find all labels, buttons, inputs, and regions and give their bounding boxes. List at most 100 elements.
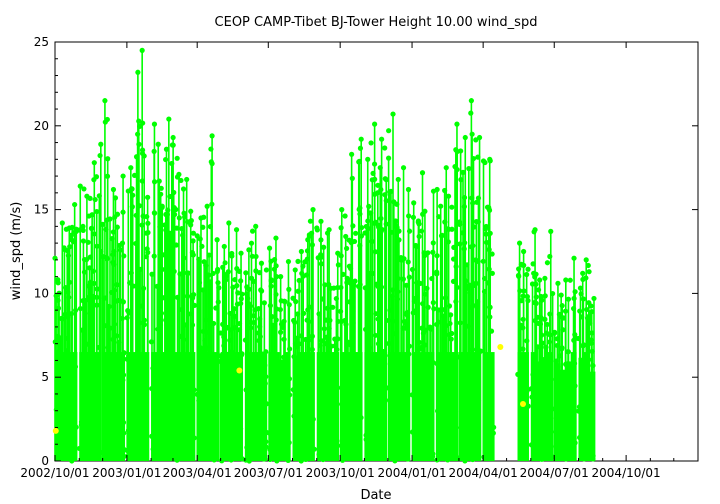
data-point [148, 339, 154, 345]
data-point [221, 334, 227, 340]
data-band [322, 352, 329, 461]
data-point [425, 304, 431, 310]
data-point [523, 436, 529, 442]
data-point [362, 230, 368, 236]
data-point [532, 274, 538, 280]
data-point [396, 228, 402, 234]
data-point [67, 244, 73, 250]
data-band [404, 352, 411, 461]
data-point [200, 427, 206, 434]
data-point [222, 260, 228, 266]
data-point [425, 397, 432, 403]
data-point [196, 398, 202, 404]
data-band [469, 352, 476, 461]
data-band [483, 352, 490, 461]
data-point [429, 454, 436, 460]
data-point [283, 409, 290, 415]
data-point [237, 426, 244, 432]
data-point [102, 119, 108, 125]
data-point [141, 322, 148, 328]
data-point [299, 431, 305, 437]
data-point [184, 176, 190, 183]
data-point [423, 403, 429, 409]
data-point [385, 317, 391, 324]
data-point [553, 358, 559, 364]
x-tick-label: 2003/04/01 [163, 466, 232, 480]
data-band [308, 352, 315, 461]
data-point [56, 348, 62, 355]
data-point [436, 214, 442, 220]
data-point [213, 399, 219, 406]
data-point [468, 424, 474, 430]
data-point [560, 327, 566, 333]
data-band [412, 352, 419, 461]
x-tick-label: 2002/10/01 [20, 466, 89, 480]
data-point [535, 287, 542, 293]
data-point [249, 253, 255, 259]
data-point [571, 436, 577, 442]
data-point [246, 247, 252, 253]
data-point [130, 192, 136, 198]
data-point [59, 404, 66, 411]
data-point [95, 441, 102, 447]
data-point [334, 346, 340, 353]
data-point [375, 316, 381, 322]
data-point [417, 442, 423, 448]
data-point [129, 186, 135, 192]
data-point [328, 451, 334, 457]
data-point [309, 242, 315, 248]
data-point [424, 285, 430, 291]
data-point [418, 228, 425, 234]
data-point [84, 341, 91, 347]
data-point [589, 309, 595, 315]
data-point [465, 323, 471, 329]
data-point [273, 455, 280, 461]
data-point [271, 256, 278, 263]
data-point [76, 445, 82, 452]
data-point [162, 222, 168, 228]
data-point [547, 332, 553, 338]
data-point [91, 231, 97, 237]
data-point [581, 456, 587, 462]
x-tick-label: 2004/10/01 [592, 466, 661, 480]
data-point [392, 458, 398, 464]
data-point [585, 262, 591, 269]
data-point [586, 269, 592, 275]
data-point [60, 417, 66, 423]
data-point [388, 229, 394, 235]
data-point [285, 457, 291, 463]
data-point [571, 295, 577, 302]
data-point [306, 232, 312, 238]
data-point [92, 196, 98, 203]
data-point [583, 275, 589, 281]
data-point [69, 458, 75, 464]
data-point [282, 446, 288, 452]
data-point [167, 193, 173, 200]
data-point [94, 243, 100, 249]
data-point [263, 439, 269, 445]
data-point [55, 305, 62, 311]
data-point [247, 363, 253, 370]
data-point [238, 250, 244, 256]
data-point [406, 343, 412, 349]
data-point [323, 341, 329, 347]
data-point [353, 230, 359, 236]
data-point [481, 275, 488, 282]
data-band [273, 352, 280, 461]
data-point [372, 249, 378, 255]
data-point [466, 165, 472, 172]
data-point [520, 293, 526, 299]
data-point [410, 310, 416, 316]
data-point [316, 451, 322, 458]
data-point [293, 299, 299, 305]
x-axis: 2002/10/01 2003/01/01 2003/04/01 2003/07/01… [20, 42, 675, 480]
data-point [300, 310, 307, 316]
data-point [176, 215, 182, 221]
data-point [255, 305, 262, 312]
data-point [87, 310, 93, 316]
data-point [475, 258, 481, 265]
data-point [468, 98, 474, 104]
data-point [165, 373, 171, 379]
data-point [400, 276, 406, 282]
